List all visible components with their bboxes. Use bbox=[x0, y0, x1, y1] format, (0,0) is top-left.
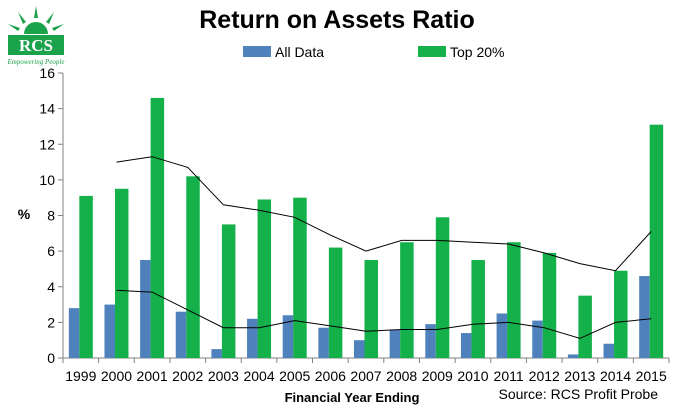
bar-top-20 bbox=[400, 242, 414, 358]
bar-all-data bbox=[425, 324, 436, 358]
y-axis-label: % bbox=[18, 206, 31, 222]
sunburst-icon bbox=[8, 6, 64, 34]
bar-top-20 bbox=[114, 188, 129, 358]
chart-bars bbox=[68, 97, 664, 358]
x-tick-label: 2003 bbox=[208, 368, 239, 384]
bar-all-data bbox=[318, 327, 329, 358]
bar-top-20 bbox=[293, 197, 307, 358]
bar-all-data bbox=[68, 308, 80, 358]
y-tick-label: 14 bbox=[39, 101, 55, 117]
bar-all-data bbox=[496, 313, 508, 358]
y-tick-label: 0 bbox=[47, 350, 55, 366]
bar-top-20 bbox=[578, 295, 592, 358]
chart-title: Return on Assets Ratio bbox=[199, 6, 475, 34]
x-tick-label: 2000 bbox=[101, 368, 132, 384]
source-note: Source: RCS Profit Probe bbox=[498, 386, 658, 402]
bar-all-data bbox=[389, 329, 401, 358]
bar-all-data bbox=[639, 276, 650, 358]
bar-top-20 bbox=[257, 199, 272, 358]
x-tick-label: 2015 bbox=[636, 368, 667, 384]
y-tick-label: 2 bbox=[47, 314, 55, 330]
bar-all-data bbox=[104, 304, 115, 358]
x-tick-label: 2005 bbox=[279, 368, 310, 384]
bar-all-data bbox=[247, 318, 258, 358]
bar-all-data bbox=[532, 320, 543, 358]
bar-top-20 bbox=[186, 176, 200, 358]
x-axis-label: Financial Year Ending bbox=[285, 390, 420, 405]
x-tick-label: 2006 bbox=[315, 368, 346, 384]
y-tick-label: 12 bbox=[39, 136, 55, 152]
y-tick-label: 16 bbox=[39, 65, 55, 81]
bar-all-data bbox=[567, 354, 579, 358]
chart-axis-labels: % Financial Year Ending bbox=[18, 206, 420, 405]
rcs-logo: RCS Empowering People bbox=[7, 6, 65, 66]
x-tick-label: 2011 bbox=[494, 368, 524, 384]
bar-all-data bbox=[140, 260, 151, 358]
bar-top-20 bbox=[471, 260, 485, 358]
logo-text: RCS bbox=[19, 36, 53, 55]
bar-all-data bbox=[603, 343, 615, 358]
bar-all-data bbox=[175, 311, 187, 358]
y-tick-label: 4 bbox=[47, 279, 55, 295]
x-tick-label: 2007 bbox=[350, 368, 381, 384]
bar-all-data bbox=[460, 333, 472, 358]
bar-top-20 bbox=[614, 270, 628, 358]
bar-all-data bbox=[211, 349, 222, 358]
x-tick-label: 2004 bbox=[243, 368, 274, 384]
y-tick-label: 8 bbox=[47, 208, 55, 224]
legend-swatch bbox=[418, 46, 446, 57]
bar-top-20 bbox=[649, 124, 664, 358]
bar-top-20 bbox=[542, 252, 557, 358]
bar-top-20 bbox=[79, 195, 93, 358]
x-tick-label: 1999 bbox=[65, 368, 96, 384]
x-tick-label: 2008 bbox=[386, 368, 417, 384]
x-tick-label: 2001 bbox=[137, 368, 168, 384]
chart-trendlines bbox=[116, 156, 652, 339]
x-tick-label: 2010 bbox=[457, 368, 488, 384]
bar-all-data bbox=[354, 340, 365, 358]
x-tick-label: 2002 bbox=[172, 368, 203, 384]
y-tick-label: 6 bbox=[47, 243, 55, 259]
bar-all-data bbox=[282, 315, 294, 358]
x-tick-label: 2013 bbox=[564, 368, 595, 384]
chart-legend: All Data Top 20% bbox=[243, 44, 504, 60]
bar-top-20 bbox=[435, 217, 450, 358]
bar-top-20 bbox=[221, 224, 236, 358]
legend-label: Top 20% bbox=[450, 44, 504, 60]
x-tick-label: 2012 bbox=[529, 368, 560, 384]
legend-swatch bbox=[243, 46, 271, 57]
trendline-top-20 bbox=[116, 156, 652, 272]
x-tick-label: 2014 bbox=[600, 368, 631, 384]
bar-top-20 bbox=[507, 242, 521, 358]
legend-label: All Data bbox=[275, 44, 324, 60]
bar-top-20 bbox=[150, 97, 165, 358]
x-tick-label: 2009 bbox=[422, 368, 453, 384]
bar-top-20 bbox=[328, 247, 343, 358]
y-tick-label: 10 bbox=[39, 172, 55, 188]
bar-top-20 bbox=[364, 260, 378, 358]
trendline-all-data bbox=[116, 289, 652, 339]
logo-tagline: Empowering People bbox=[7, 58, 65, 66]
